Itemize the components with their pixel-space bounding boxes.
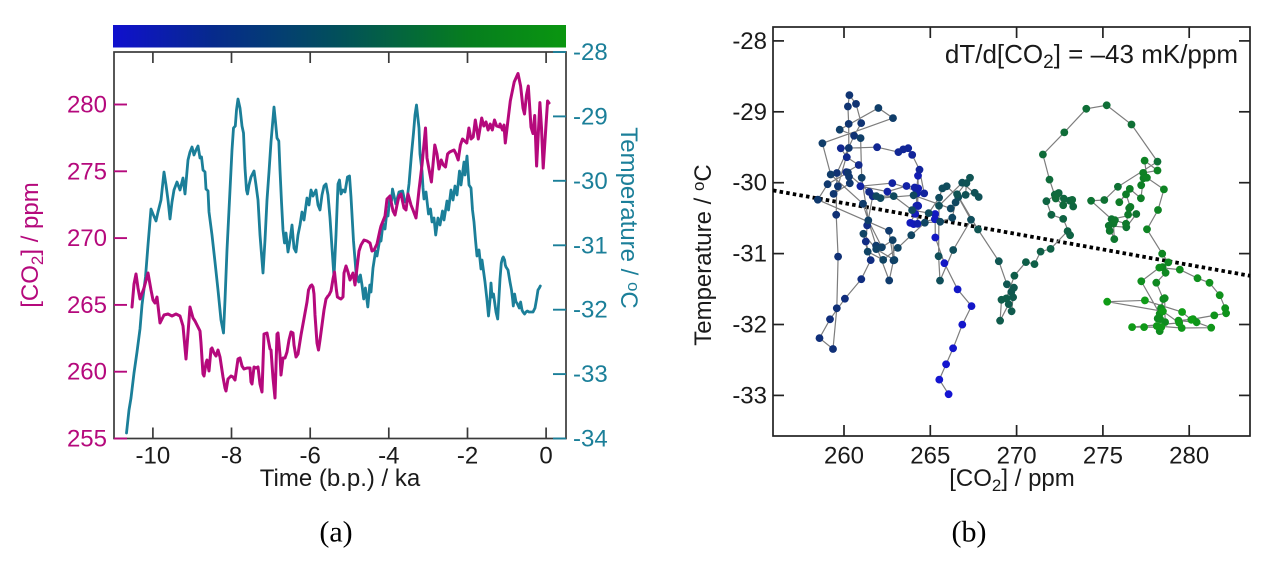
svg-text:260: 260: [67, 359, 107, 386]
svg-text:[CO2] / ppm: [CO2] / ppm: [17, 182, 47, 308]
svg-text:-8: -8: [221, 443, 242, 470]
svg-text:-28: -28: [573, 39, 608, 66]
svg-text:-10: -10: [136, 443, 171, 470]
svg-text:265: 265: [910, 443, 950, 470]
svg-text:(b): (b): [952, 516, 987, 549]
svg-text:(a): (a): [319, 516, 352, 549]
svg-text:Temperature / oC: Temperature / oC: [689, 164, 717, 346]
svg-text:Temperature / oC: Temperature / oC: [615, 127, 643, 309]
svg-text:265: 265: [67, 292, 107, 319]
svg-text:-4: -4: [378, 443, 399, 470]
svg-text:dT/d[CO2] = –43 mK/ppm: dT/d[CO2] = –43 mK/ppm: [945, 39, 1238, 73]
svg-text:-31: -31: [732, 241, 767, 268]
svg-text:280: 280: [67, 92, 107, 119]
svg-text:-32: -32: [573, 297, 608, 324]
svg-text:-28: -28: [732, 28, 767, 55]
svg-text:-33: -33: [732, 382, 767, 409]
svg-text:270: 270: [67, 225, 107, 252]
svg-text:275: 275: [67, 158, 107, 185]
svg-text:280: 280: [1169, 443, 1209, 470]
svg-text:-30: -30: [573, 168, 608, 195]
svg-text:255: 255: [67, 426, 107, 453]
svg-text:[CO2] / ppm: [CO2] / ppm: [949, 465, 1075, 495]
svg-text:-2: -2: [457, 443, 478, 470]
svg-text:Time (b.p.) / ka: Time (b.p.) / ka: [260, 465, 421, 492]
svg-text:-30: -30: [732, 170, 767, 197]
svg-text:-29: -29: [573, 103, 608, 130]
svg-text:-33: -33: [573, 361, 608, 388]
svg-text:-32: -32: [732, 312, 767, 339]
svg-text:275: 275: [1083, 443, 1123, 470]
svg-text:0: 0: [539, 443, 552, 470]
svg-text:-6: -6: [300, 443, 321, 470]
svg-text:-29: -29: [732, 99, 767, 126]
svg-text:270: 270: [997, 443, 1037, 470]
svg-text:-31: -31: [573, 232, 608, 259]
svg-text:-34: -34: [573, 426, 608, 453]
svg-text:260: 260: [824, 443, 864, 470]
